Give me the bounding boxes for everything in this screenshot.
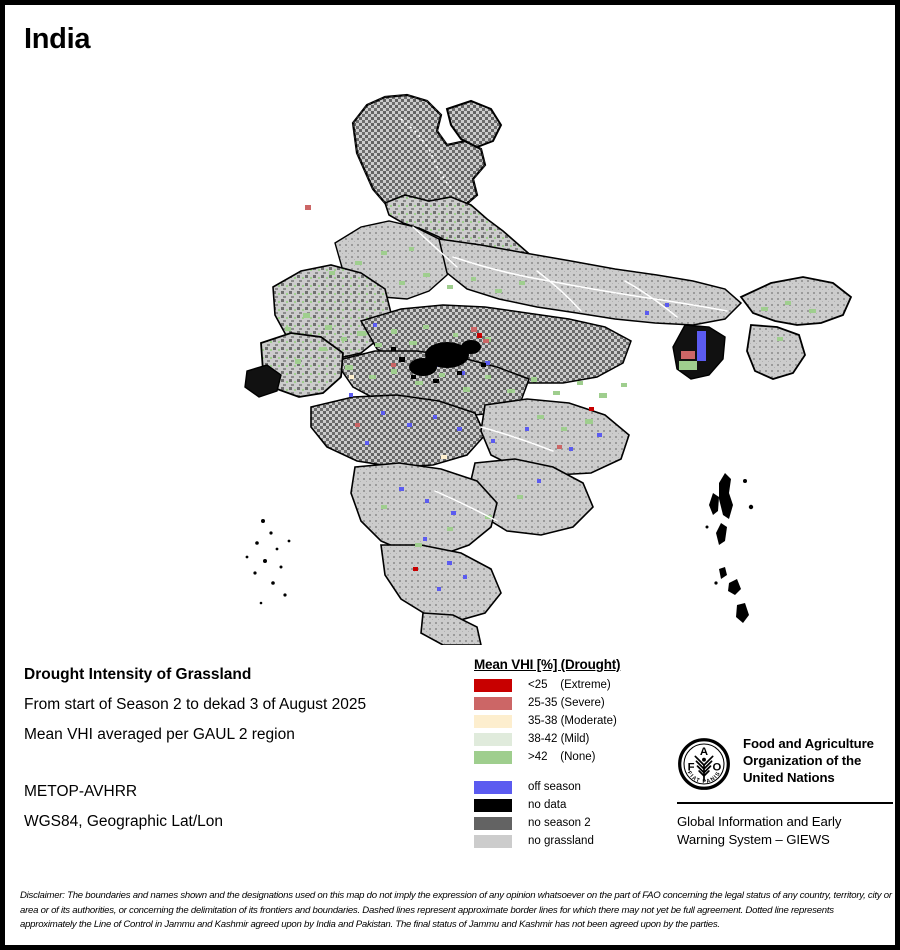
fao-org-line-1: Food and Agriculture <box>743 736 874 751</box>
fao-org-line-3: United Nations <box>743 770 835 785</box>
giews-name: Global Information and Early Warning Sys… <box>677 813 893 849</box>
legend-item-no-grassland[interactable]: no grassland <box>474 833 674 849</box>
disclaimer-text: Disclaimer: The boundaries and names sho… <box>20 890 892 931</box>
legend-swatch-none <box>474 750 512 764</box>
map-region-northeast-states <box>739 276 853 380</box>
map-region-gujarat <box>244 332 344 398</box>
svg-text:A: A <box>700 746 708 758</box>
map-aggregation: Mean VHI averaged per GAUL 2 region <box>24 726 295 743</box>
legend-swatch-no-data <box>474 798 512 812</box>
legend-item-extreme[interactable]: <25 (Extreme) <box>474 677 674 693</box>
map-projection: WGS84, Geographic Lat/Lon <box>24 813 224 830</box>
map-islands-andaman-nicobar <box>705 473 754 623</box>
map-sensor: METOP-AVHRR <box>24 783 138 800</box>
map-region-northeast-lobe <box>445 99 503 149</box>
giews-line-1: Global Information and Early <box>677 814 842 829</box>
map-region-north <box>351 93 487 213</box>
legend-item-moderate[interactable]: 35-38 (Moderate) <box>474 713 674 729</box>
legend-spacer <box>474 767 674 779</box>
map-region-south-peninsula <box>350 462 502 645</box>
map-region-east-coast <box>468 398 630 536</box>
legend-label-none: >42 (None) <box>528 750 596 763</box>
legend-item-no-data[interactable]: no data <box>474 797 674 813</box>
india-drought-map[interactable] <box>185 75 885 645</box>
map-period: From start of Season 2 to dekad 3 of Aug… <box>24 696 367 713</box>
legend-label-off-season: off season <box>528 780 581 793</box>
legend-item-no-season-2[interactable]: no season 2 <box>474 815 674 831</box>
svg-text:F: F <box>688 761 695 773</box>
map-description-block: Drought Intensity of Grassland From star… <box>24 660 454 837</box>
legend-item-none[interactable]: >42 (None) <box>474 749 674 765</box>
map-region-deccan <box>310 394 486 468</box>
legend-label-moderate: 35-38 (Moderate) <box>528 714 617 727</box>
fao-logo-icon: A F O FIAT PANIS <box>678 738 730 790</box>
fao-organization-name: Food and Agriculture Organization of the… <box>743 735 874 786</box>
legend-swatch-mild <box>474 732 512 746</box>
legend-label-no-data: no data <box>528 798 567 811</box>
legend-item-mild[interactable]: 38-42 (Mild) <box>474 731 674 747</box>
giews-line-2: Warning System – GIEWS <box>677 832 830 847</box>
map-islands-lakshadweep <box>245 519 291 605</box>
fao-branding: A F O FIAT PANIS Food and Agriculture Or… <box>677 735 893 849</box>
legend-label-extreme: <25 (Extreme) <box>528 678 611 691</box>
fao-divider <box>677 802 893 804</box>
legend-swatch-no-season-2 <box>474 816 512 830</box>
legend-label-no-grassland: no grassland <box>528 834 594 847</box>
svg-text:O: O <box>713 761 722 773</box>
legend-swatch-severe <box>474 696 512 710</box>
legend-item-severe[interactable]: 25-35 (Severe) <box>474 695 674 711</box>
map-legend: Mean VHI [%] (Drought) <25 (Extreme) 25-… <box>474 657 674 851</box>
fao-org-line-2: Organization of the <box>743 753 862 768</box>
legend-swatch-extreme <box>474 678 512 692</box>
legend-label-mild: 38-42 (Mild) <box>528 732 590 745</box>
map-rivers <box>412 226 728 522</box>
legend-swatch-off-season <box>474 780 512 794</box>
legend-swatch-moderate <box>474 714 512 728</box>
legend-swatch-no-grassland <box>474 834 512 848</box>
legend-item-off-season[interactable]: off season <box>474 779 674 795</box>
legend-title: Mean VHI [%] (Drought) <box>474 657 621 672</box>
spacer <box>24 750 454 777</box>
map-canvas[interactable] <box>185 75 885 645</box>
page-title: India <box>24 23 91 55</box>
map-subject: Drought Intensity of Grassland <box>24 666 252 683</box>
legend-label-severe: 25-35 (Severe) <box>528 696 605 709</box>
map-pixels-off-season <box>349 303 669 591</box>
legend-label-no-season-2: no season 2 <box>528 816 591 829</box>
map-region-east-bengal <box>672 324 726 380</box>
map-pixels-drought-class <box>305 205 594 571</box>
map-pixels-no-data <box>391 340 486 383</box>
